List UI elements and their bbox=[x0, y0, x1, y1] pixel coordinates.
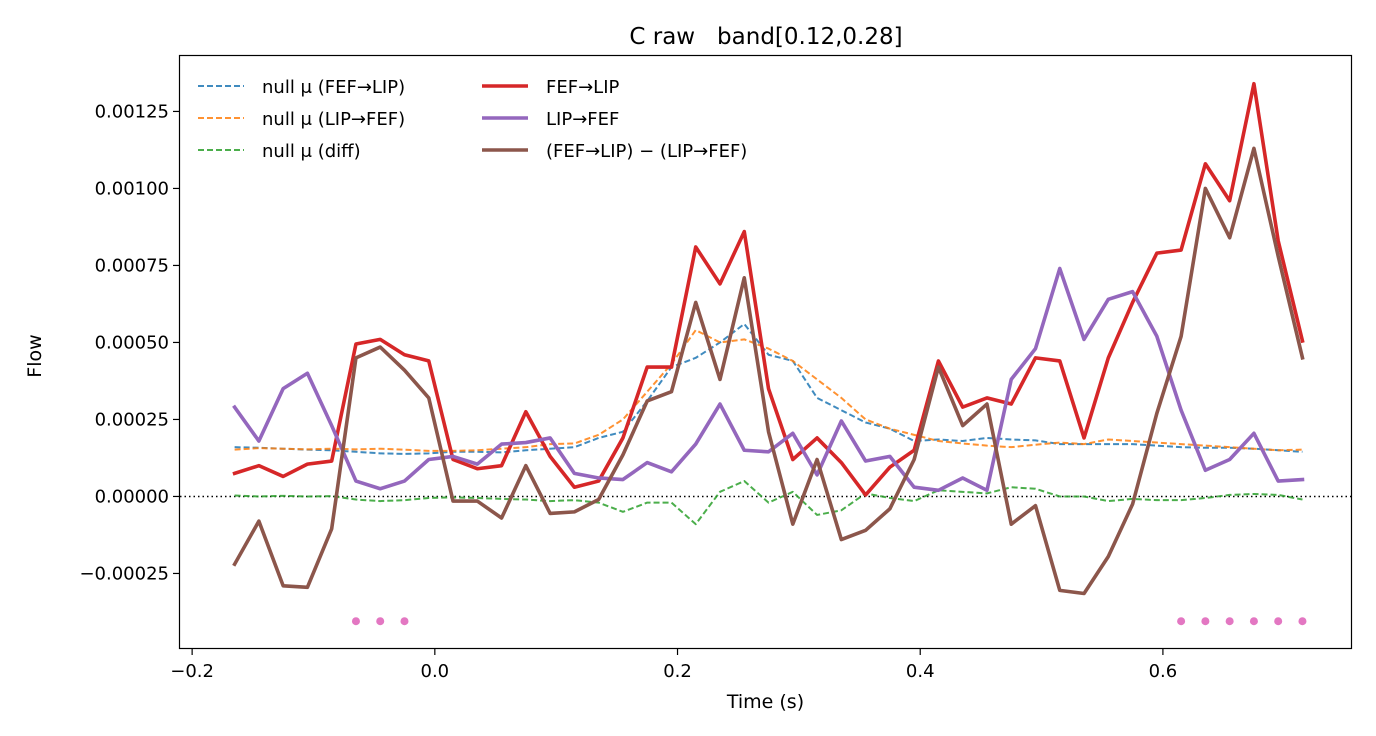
significance-marker bbox=[376, 617, 385, 626]
y-tick-label: 0.00025 bbox=[95, 409, 169, 430]
chart-title: C raw band[0.12,0.28] bbox=[629, 24, 902, 50]
y-tick-label: −0.00025 bbox=[79, 563, 169, 584]
plot-area bbox=[180, 81, 1351, 626]
legend-label: null μ (FEF→LIP) bbox=[262, 77, 405, 98]
x-tick-label: 0.0 bbox=[421, 661, 450, 682]
x-tick-label: 0.2 bbox=[663, 661, 692, 682]
x-tick-label: −0.2 bbox=[170, 661, 214, 682]
series-line-5 bbox=[232, 146, 1305, 596]
significance-marker bbox=[1274, 617, 1283, 626]
series-layer bbox=[232, 81, 1305, 596]
x-tick-label: 0.4 bbox=[906, 661, 935, 682]
series-line-4 bbox=[232, 266, 1305, 493]
x-axis-ticks: −0.2 0.0 0.2 0.4 0.6 bbox=[170, 648, 1177, 682]
significance-marker bbox=[1225, 617, 1234, 626]
significance-marker bbox=[400, 617, 409, 626]
axes-frame bbox=[178, 54, 1353, 650]
x-tick-label: 0.6 bbox=[1149, 661, 1178, 682]
significance-marker bbox=[1177, 617, 1186, 626]
y-tick-label: 0.00100 bbox=[95, 178, 169, 199]
legend-label: LIP→FEF bbox=[546, 109, 619, 130]
significance-marker bbox=[351, 617, 360, 626]
significance-marker bbox=[1298, 617, 1307, 626]
legend-label: null μ (LIP→FEF) bbox=[262, 109, 405, 130]
series-line-2 bbox=[234, 480, 1303, 526]
legend-label: FEF→LIP bbox=[546, 77, 619, 98]
series-line-1 bbox=[234, 329, 1303, 452]
significance-marker bbox=[1201, 617, 1210, 626]
significance-marker bbox=[1249, 617, 1258, 626]
series-line-0 bbox=[234, 322, 1303, 455]
series-line-3 bbox=[232, 81, 1305, 497]
legend-label: (FEF→LIP) − (LIP→FEF) bbox=[546, 141, 747, 162]
legend-label: null μ (diff) bbox=[262, 141, 361, 162]
x-axis-label: Time (s) bbox=[726, 691, 804, 713]
y-tick-label: 0.00000 bbox=[95, 486, 169, 507]
y-tick-label: 0.00075 bbox=[95, 255, 169, 276]
y-tick-label: 0.00125 bbox=[95, 101, 169, 122]
significance-markers bbox=[351, 617, 1307, 626]
y-axis-label: Flow bbox=[24, 334, 46, 377]
legend: null μ (FEF→LIP) null μ (LIP→FEF) null μ (… bbox=[198, 77, 747, 162]
y-axis-ticks: −0.00025 0.00000 0.00025 0.00050 0.00075 0.00… bbox=[79, 101, 180, 584]
y-tick-label: 0.00050 bbox=[95, 332, 169, 353]
